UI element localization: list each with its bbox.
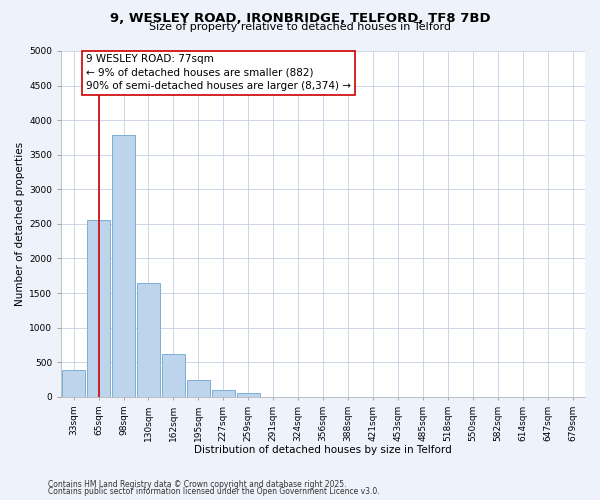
- Text: 9 WESLEY ROAD: 77sqm
← 9% of detached houses are smaller (882)
90% of semi-detac: 9 WESLEY ROAD: 77sqm ← 9% of detached ho…: [86, 54, 351, 91]
- Bar: [237, 394, 260, 397]
- Bar: [187, 380, 210, 397]
- Bar: [137, 282, 160, 397]
- Bar: [62, 370, 85, 397]
- Bar: [212, 390, 235, 397]
- Y-axis label: Number of detached properties: Number of detached properties: [15, 142, 25, 306]
- X-axis label: Distribution of detached houses by size in Telford: Distribution of detached houses by size …: [194, 445, 452, 455]
- Text: Contains HM Land Registry data © Crown copyright and database right 2025.: Contains HM Land Registry data © Crown c…: [48, 480, 347, 489]
- Bar: [87, 220, 110, 397]
- Text: Contains public sector information licensed under the Open Government Licence v3: Contains public sector information licen…: [48, 487, 380, 496]
- Bar: [112, 136, 135, 397]
- Bar: [162, 354, 185, 397]
- Text: 9, WESLEY ROAD, IRONBRIDGE, TELFORD, TF8 7BD: 9, WESLEY ROAD, IRONBRIDGE, TELFORD, TF8…: [110, 12, 490, 26]
- Text: Size of property relative to detached houses in Telford: Size of property relative to detached ho…: [149, 22, 451, 32]
